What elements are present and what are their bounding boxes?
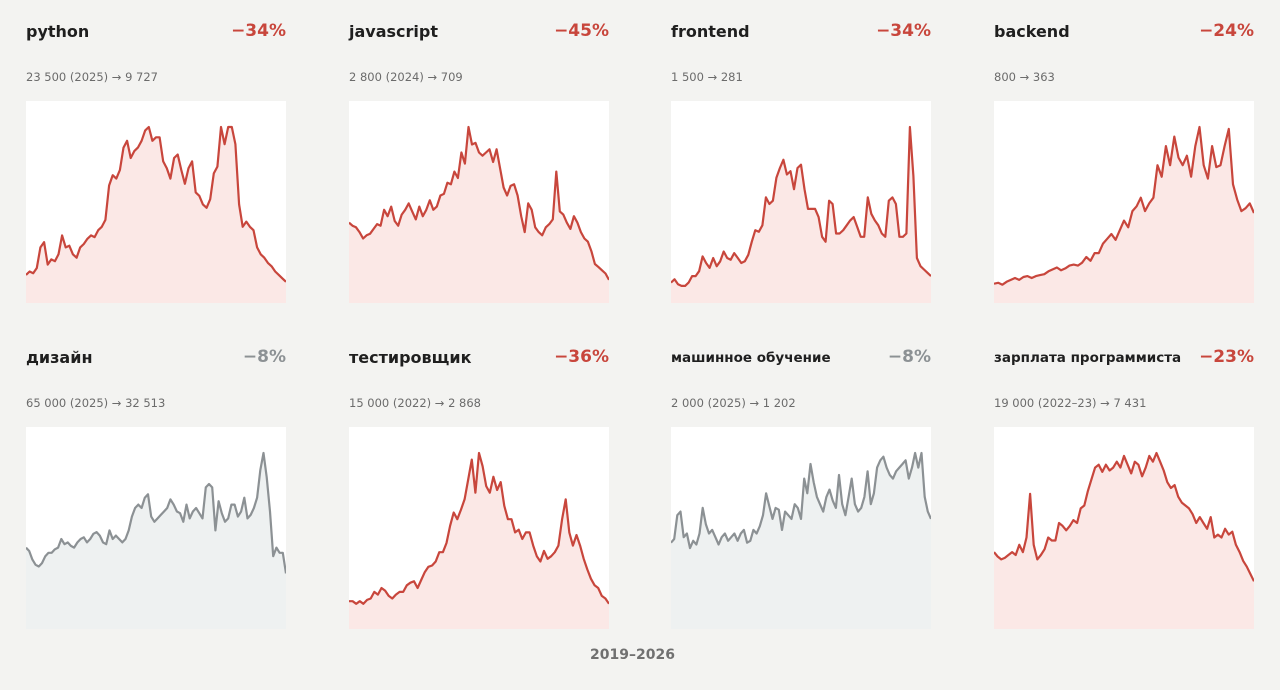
- change-percent: −34%: [876, 21, 931, 41]
- panel-title: javascript: [349, 22, 438, 41]
- sparkline-chart: [349, 101, 609, 303]
- series-area: [671, 453, 931, 629]
- change-percent: −24%: [1199, 21, 1254, 41]
- series-line: [349, 453, 609, 604]
- sparkline-chart: [349, 427, 609, 629]
- panel-subtitle: 15 000 (2022) → 2 868: [349, 396, 482, 410]
- series-line: [349, 127, 609, 280]
- change-percent: −8%: [242, 347, 286, 367]
- change-percent: −23%: [1199, 347, 1254, 367]
- panel-subtitle: 1 500 → 281: [671, 70, 743, 84]
- series-area: [671, 127, 931, 303]
- series-line: [26, 453, 286, 573]
- series-area: [349, 127, 609, 303]
- change-percent: −8%: [887, 347, 931, 367]
- change-percent: −36%: [554, 347, 609, 367]
- series-line: [994, 127, 1254, 285]
- series-line: [26, 127, 286, 282]
- sparkline-chart: [994, 427, 1254, 629]
- panel-subtitle: 19 000 (2022–23) → 7 431: [994, 396, 1147, 410]
- panel-title: backend: [994, 22, 1070, 41]
- series-area: [26, 453, 286, 629]
- series-line: [671, 453, 931, 548]
- panel-title: зарплата программиста: [994, 350, 1182, 366]
- change-percent: −34%: [231, 21, 286, 41]
- panel-subtitle: 2 800 (2024) → 709: [349, 70, 463, 84]
- panel-subtitle: 800 → 363: [994, 70, 1055, 84]
- panel-title: frontend: [671, 22, 750, 41]
- panel-title: дизайн: [26, 348, 93, 367]
- panel-subtitle: 23 500 (2025) → 9 727: [26, 70, 159, 84]
- series-area: [349, 453, 609, 629]
- sparkline-chart: [26, 427, 286, 629]
- period-label: 2019–2026: [590, 647, 675, 663]
- change-percent: −45%: [554, 21, 609, 41]
- series-line: [671, 127, 931, 286]
- panel-title: тестировщик: [349, 348, 472, 367]
- sparkline-chart: [26, 101, 286, 303]
- panel-subtitle: 2 000 (2025) → 1 202: [671, 396, 796, 410]
- series-line: [994, 453, 1254, 581]
- sparkline-chart: [671, 101, 931, 303]
- sparkline-chart: [671, 427, 931, 629]
- sparkline-chart: [994, 101, 1254, 303]
- panel-subtitle: 65 000 (2025) → 32 513: [26, 396, 166, 410]
- series-area: [26, 127, 286, 303]
- panel-title: машинное обучение: [671, 350, 831, 366]
- panel-title: python: [26, 22, 90, 41]
- series-area: [994, 453, 1254, 629]
